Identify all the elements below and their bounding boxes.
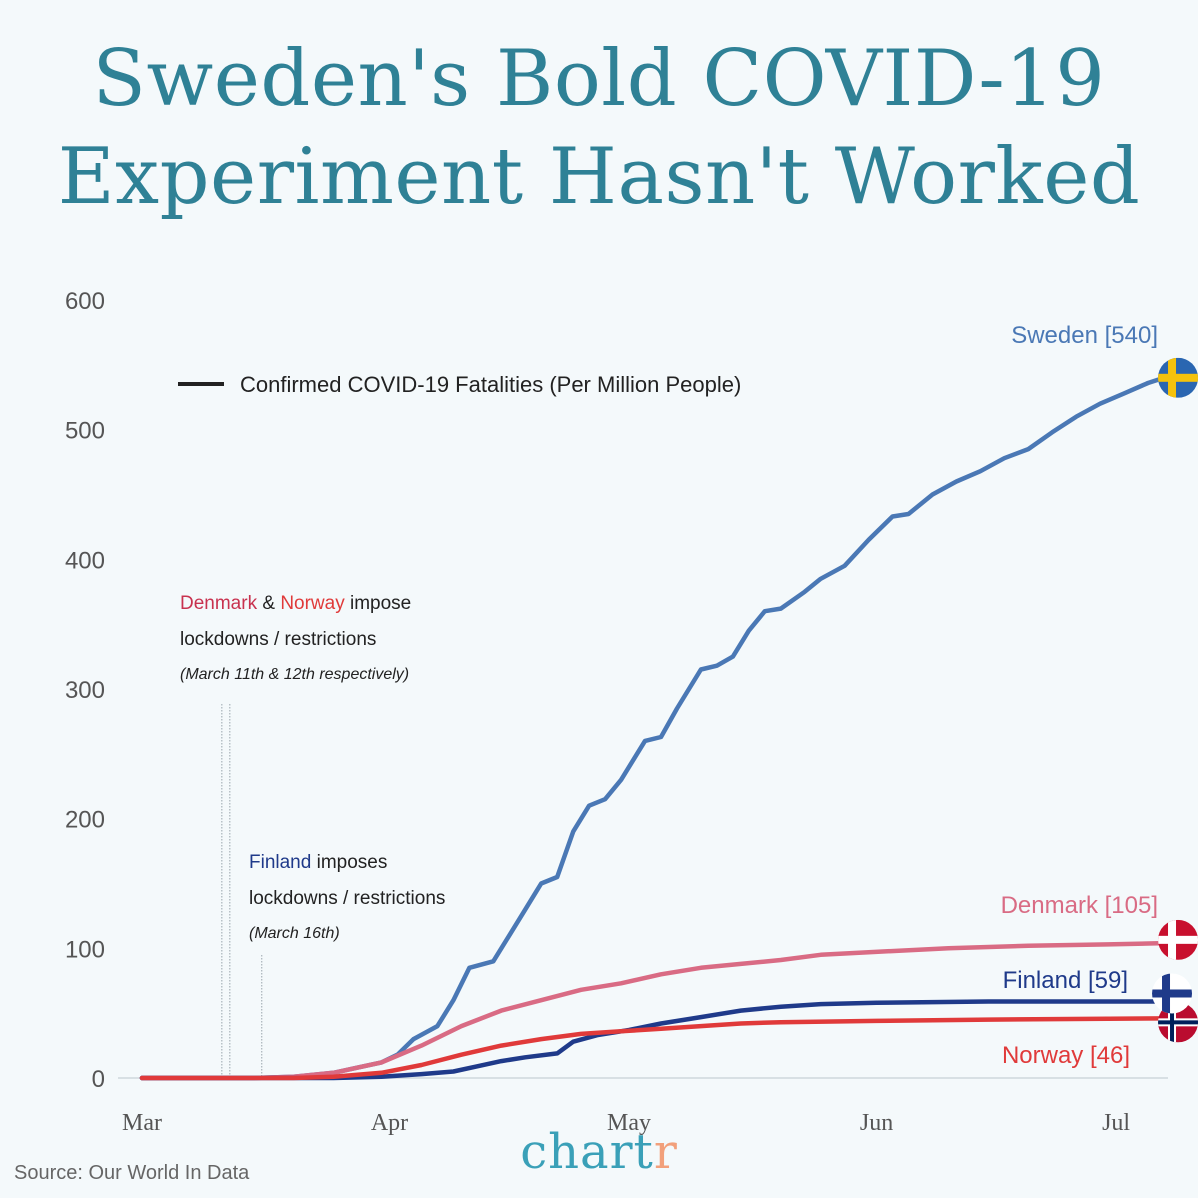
annotation-finland-line-2: lockdowns / restrictions	[249, 888, 445, 909]
end-label-denmark: Denmark [105]	[1001, 892, 1158, 919]
annotation-denmark-norway-note: (March 11th & 12th respectively)	[180, 666, 409, 683]
finland-flag-icon	[1152, 973, 1193, 1014]
title-line-2: Experiment Hasn't Worked	[57, 132, 1141, 222]
legend-label: Confirmed COVID-19 Fatalities (Per Milli…	[240, 372, 741, 397]
y-tick-label: 0	[92, 1066, 105, 1093]
annotation-denmark-norway-text-part: &	[257, 593, 280, 614]
end-label-finland: Finland [59]	[1003, 967, 1128, 994]
x-tick-label: Jun	[860, 1110, 893, 1136]
series-line-norway	[139, 1016, 1167, 1081]
y-tick-label: 500	[65, 418, 105, 445]
x-tick-label: Mar	[122, 1110, 162, 1136]
x-tick-label: Apr	[371, 1110, 408, 1136]
y-tick-label: 200	[65, 807, 105, 834]
annotation-denmark-norway-line-1: Denmark & Norway impose	[180, 593, 411, 614]
brand-logo: chartr	[0, 1124, 1198, 1180]
series-line-denmark	[139, 940, 1167, 1081]
series-line-sweden	[139, 375, 1167, 1081]
annotation-denmark-norway-text-part: impose	[345, 593, 412, 614]
series-line-finland	[139, 999, 1167, 1081]
annotation-denmark-norway-text-part: Norway	[280, 593, 345, 614]
end-label-norway: Norway [46]	[1002, 1042, 1130, 1069]
x-tick-label: May	[607, 1110, 651, 1136]
y-tick-label: 100	[65, 936, 105, 963]
y-tick-label: 600	[65, 288, 105, 315]
brand-main: chart	[520, 1124, 654, 1180]
annotation-finland-text-part: Finland	[249, 852, 311, 873]
y-tick-label: 300	[65, 677, 105, 704]
annotation-denmark-norway-text-part: Denmark	[180, 593, 258, 614]
annotation-denmark-norway-line-2: lockdowns / restrictions	[180, 629, 376, 650]
denmark-flag-icon	[1158, 919, 1198, 960]
annotation-finland-line-1: Finland imposes	[249, 852, 387, 873]
annotation-finland-note: (March 16th)	[249, 925, 340, 942]
x-tick-label: Jul	[1102, 1110, 1130, 1136]
source-note: Source: Our World In Data	[14, 1162, 250, 1184]
annotation-finland-text-part: imposes	[311, 852, 387, 873]
sweden-flag-icon	[1158, 357, 1198, 398]
chart-title: Sweden's Bold COVID-19 Experiment Hasn't…	[0, 30, 1198, 226]
title-line-1: Sweden's Bold COVID-19	[92, 34, 1106, 124]
end-label-sweden: Sweden [540]	[1011, 322, 1158, 349]
y-tick-label: 400	[65, 547, 105, 574]
brand-accent: r	[653, 1124, 678, 1180]
